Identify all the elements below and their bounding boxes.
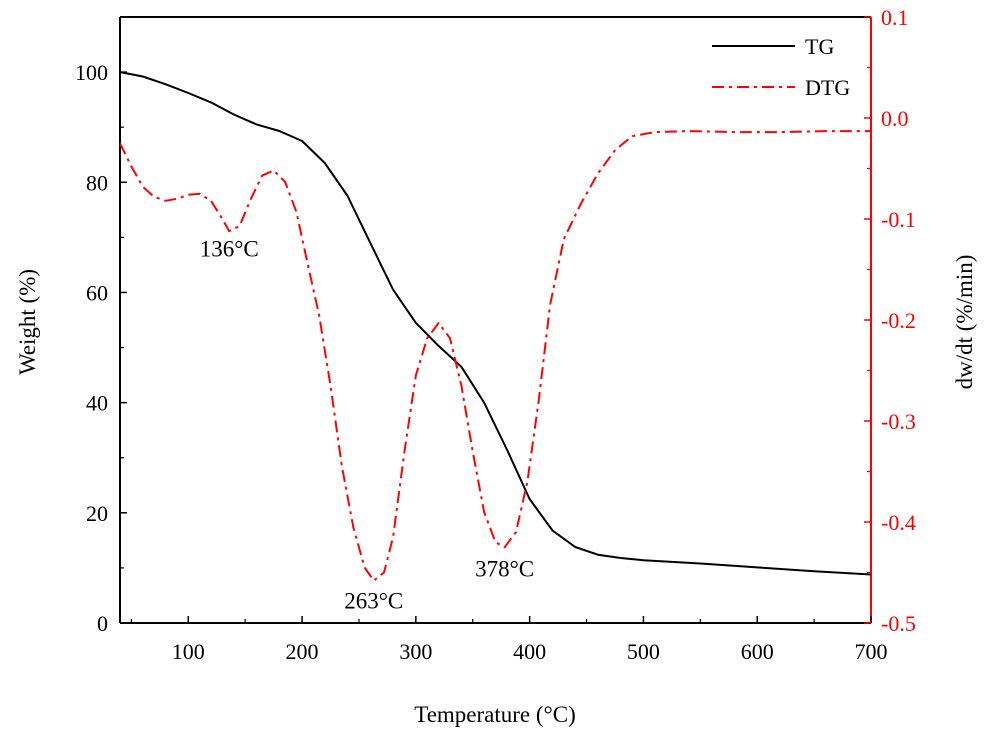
- y-right-tick-label: -0.1: [881, 207, 916, 232]
- y-right-tick-label: 0.1: [881, 5, 909, 30]
- legend-tg-label: TG: [805, 34, 834, 59]
- y-right-tick-label: -0.2: [881, 308, 916, 333]
- y-left-tick-label: 60: [86, 280, 108, 305]
- y-left-tick-label: 20: [86, 501, 108, 526]
- y-right-tick-label: 0.0: [881, 106, 909, 131]
- series-tg-line: [119, 71, 872, 576]
- peak-annotation: 263°C: [344, 589, 403, 614]
- y-left-tick-label: 40: [86, 391, 108, 416]
- y-left-axis-title: Weight (%): [15, 269, 40, 375]
- y-right-tick-label: -0.3: [881, 409, 916, 434]
- x-tick-label: 200: [286, 639, 319, 664]
- x-tick-label: 400: [513, 639, 546, 664]
- y-left-tick-label: 100: [75, 60, 108, 85]
- legend: TG DTG: [712, 34, 850, 100]
- y-right-tick-label: -0.5: [881, 611, 916, 636]
- axes-group: 100 200 300 400 500 600 700 0 20 40 60 80 100 -0.5 -0.…: [75, 5, 916, 664]
- peak-annotation: 378°C: [475, 557, 534, 582]
- peak-annotation: 136°C: [200, 237, 259, 262]
- series-group: [119, 71, 872, 582]
- y-left-tick-label: 80: [86, 170, 108, 195]
- y-left-tick-label: 0: [97, 611, 108, 636]
- y-right-axis-title: dw/dt (%/min): [952, 255, 977, 390]
- x-tick-label: 700: [855, 639, 888, 664]
- legend-dtg-label: DTG: [805, 75, 850, 100]
- x-axis-title: Temperature (°C): [414, 702, 575, 727]
- x-tick-label: 300: [399, 639, 432, 664]
- y-right-tick-label: -0.4: [881, 510, 916, 535]
- series-dtg-line: [119, 130, 871, 582]
- x-tick-label: 500: [627, 639, 660, 664]
- x-tick-label: 600: [741, 639, 774, 664]
- annotations-group: 136°C 263°C 378°C: [200, 237, 534, 614]
- x-tick-label: 100: [172, 639, 205, 664]
